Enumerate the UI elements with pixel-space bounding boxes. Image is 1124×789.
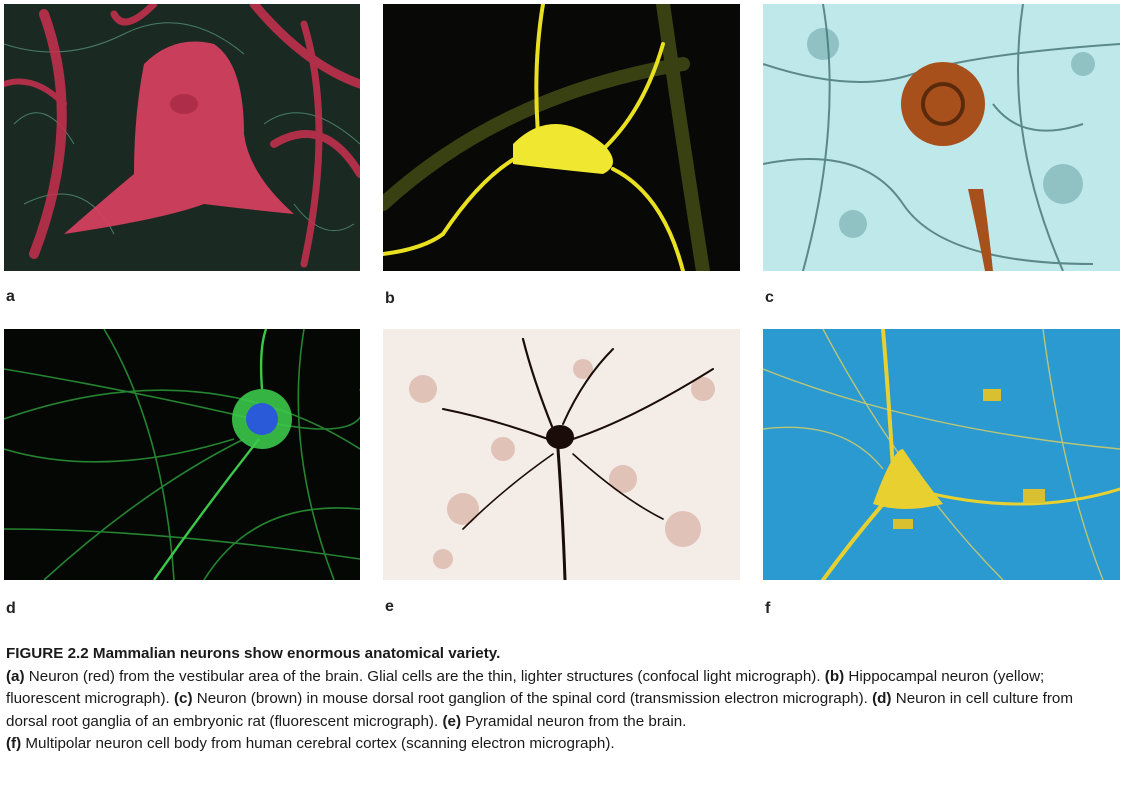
panel-label-e: e: [385, 598, 394, 615]
caption-label-e: (e): [442, 712, 461, 730]
micrograph-c: [763, 4, 1120, 271]
caption-text-e: Pyramidal neuron from the brain.: [461, 712, 687, 730]
figure-title: FIGURE 2.2 Mammalian neurons show enormo…: [6, 645, 501, 662]
caption-label-b: (b): [824, 667, 845, 685]
figure-caption: FIGURE 2.2 Mammalian neurons show enormo…: [6, 643, 1106, 756]
caption-text-d: Neuron in cell culture from dorsal root …: [6, 690, 1073, 730]
caption-text-c: Neuron (brown) in mouse dorsal root gang…: [192, 690, 873, 708]
micrograph-a: [4, 4, 360, 271]
caption-text-f: Multipolar neuron cell body from human c…: [21, 735, 615, 753]
caption-body: (a) Neuron (red) from the vestibular are…: [6, 666, 1106, 756]
caption-label-d: (d): [872, 690, 892, 708]
panel-label-b: b: [385, 290, 395, 307]
panel-label-d: d: [6, 600, 16, 617]
micrograph-f: [763, 329, 1120, 580]
caption-label-a: (a): [6, 667, 25, 685]
micrograph-b: [383, 4, 740, 271]
panel-label-c: c: [765, 289, 774, 306]
caption-label-c: (c): [173, 690, 193, 708]
panel-label-a: a: [6, 288, 15, 305]
micrograph-e: [383, 329, 740, 580]
micrograph-d: [4, 329, 360, 580]
panel-label-f: f: [765, 600, 771, 617]
caption-text-a: Neuron (red) from the vestibular area of…: [24, 667, 825, 685]
caption-label-f: (f): [6, 735, 22, 753]
caption-text-b: Hippocampal neuron (yellow; fluorescent …: [6, 667, 1045, 708]
